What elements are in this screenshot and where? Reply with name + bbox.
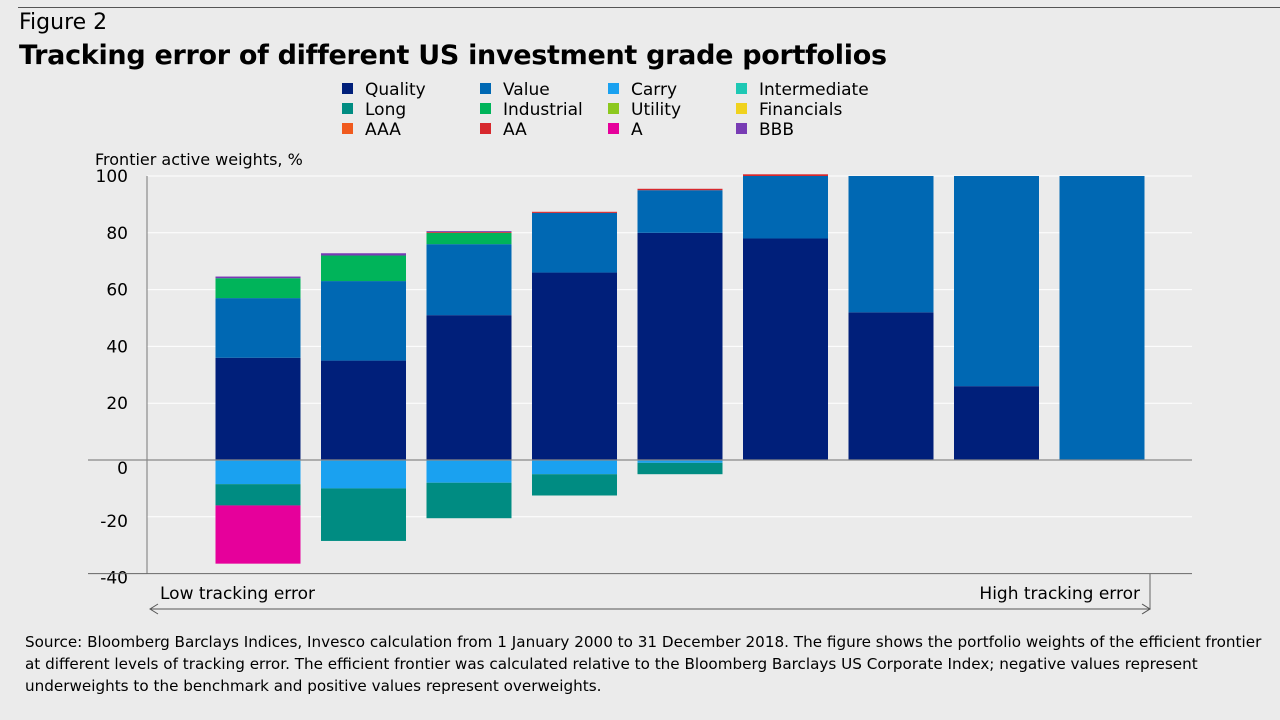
bar-segment-quality <box>321 360 406 460</box>
bar-segment-aa <box>743 174 828 176</box>
bar-segment-carry <box>321 460 406 489</box>
legend-label: Long <box>365 100 407 120</box>
bar-segment-bbb <box>321 253 406 256</box>
legend-label: AAA <box>365 120 401 140</box>
figure-label: Figure 2 <box>19 10 108 35</box>
legend-swatch <box>480 103 491 114</box>
legend-label: Utility <box>631 100 682 120</box>
bar-segment-long <box>215 484 301 506</box>
bar-segment-aa <box>637 188 723 191</box>
legend-item-aaa: AAA <box>342 120 401 140</box>
bar-segment-quality <box>532 272 617 460</box>
legend-item-utility: Utility <box>608 100 681 120</box>
y-tick-label: -40 <box>100 569 128 589</box>
legend-swatch <box>736 103 747 114</box>
legend-swatch <box>608 123 619 134</box>
bar-segment-value <box>532 212 617 273</box>
legend-swatch <box>342 103 353 114</box>
bar-segment-carry <box>637 460 723 463</box>
bar-segment-aa <box>532 211 617 213</box>
bar-segment-carry <box>426 460 512 483</box>
legend-item-value: Value <box>480 80 550 100</box>
y-axis-label: Frontier active weights, % <box>95 150 303 169</box>
legend-label: Intermediate <box>759 80 869 100</box>
legend-item-industrial: Industrial <box>480 100 583 120</box>
legend-label: Quality <box>365 80 426 100</box>
bar-segment-aa <box>426 231 512 233</box>
bar-segment-value <box>743 176 828 239</box>
bar-segment-value <box>848 176 934 313</box>
legend-swatch <box>342 123 353 134</box>
bar-segment-long <box>532 474 617 496</box>
legend-label: A <box>631 120 643 140</box>
bar-segment-long <box>637 462 723 475</box>
bar-segment-carry <box>215 460 301 485</box>
legend-label: BBB <box>759 120 794 140</box>
y-tick-label: 0 <box>117 459 128 479</box>
legend-item-long: Long <box>342 100 406 120</box>
bar-segment-quality <box>954 386 1039 460</box>
legend-swatch <box>608 83 619 94</box>
bar-segment-long <box>426 482 512 519</box>
bar-segment-industrial <box>215 278 301 299</box>
bar-segment-quality <box>743 238 828 460</box>
bar-segment-quality <box>848 312 934 460</box>
bar-segment-long <box>321 488 406 541</box>
legend-swatch <box>480 123 491 134</box>
arrow-left-head-icon <box>149 603 159 615</box>
arrow-right-head-icon <box>1141 603 1151 615</box>
y-tick-label: 20 <box>106 394 128 414</box>
y-tick-label: 60 <box>106 281 128 301</box>
legend-label: Financials <box>759 100 843 120</box>
bar-segment-value <box>215 298 301 358</box>
high-tracking-error-label: High tracking error <box>979 584 1140 604</box>
bar-segment-value <box>426 244 512 316</box>
bar-segment-value <box>321 281 406 361</box>
y-tick-label: -20 <box>100 512 128 532</box>
bar-segment-value <box>1059 176 1145 460</box>
bar-segment-value <box>954 176 1039 387</box>
bar-segment-quality <box>426 315 512 460</box>
bar-segment-bbb <box>426 231 512 232</box>
legend-label: Value <box>503 80 550 100</box>
legend-label: AA <box>503 120 527 140</box>
legend-item-bbb: BBB <box>736 120 794 140</box>
y-tick-label: 40 <box>106 337 128 357</box>
legend-item-financials: Financials <box>736 100 842 120</box>
bar-segment-quality <box>637 232 723 460</box>
legend-label: Carry <box>631 80 678 100</box>
y-tick-label: 80 <box>106 224 128 244</box>
bar-segment-carry <box>532 460 617 475</box>
bar-segment-quality <box>215 357 301 460</box>
bar-segment-industrial <box>321 255 406 282</box>
chart-title: Tracking error of different US investmen… <box>19 40 887 71</box>
legend-item-carry: Carry <box>608 80 677 100</box>
source-note: Source: Bloomberg Barclays Indices, Inve… <box>25 633 1262 695</box>
bar-segment-bbb <box>215 276 301 279</box>
legend-item-aa: AA <box>480 120 527 140</box>
bar-segment-value <box>637 190 723 233</box>
legend-swatch <box>608 103 619 114</box>
legend-item-quality: Quality <box>342 80 426 100</box>
bar-segment-industrial <box>426 232 512 245</box>
legend-item-intermediate: Intermediate <box>736 80 869 100</box>
bar-segment-a <box>215 505 301 564</box>
legend-swatch <box>736 83 747 94</box>
legend-swatch <box>480 83 491 94</box>
legend-label: Industrial <box>503 100 583 120</box>
legend-item-a: A <box>608 120 643 140</box>
legend-swatch <box>342 83 353 94</box>
low-tracking-error-label: Low tracking error <box>160 584 315 604</box>
legend-swatch <box>736 123 747 134</box>
y-tick-label: 100 <box>96 167 128 187</box>
top-rule <box>18 7 1280 8</box>
